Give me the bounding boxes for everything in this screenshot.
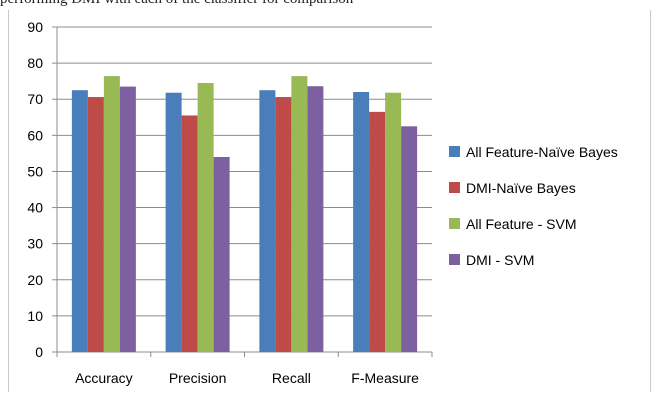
y-tick-label: 0	[35, 344, 43, 360]
legend: All Feature-Naïve Bayes DMI-Naïve Bayes Al…	[449, 144, 618, 268]
y-tick-label: 10	[27, 308, 43, 324]
legend-swatch-1	[449, 146, 460, 157]
bar-accuracy-series-3	[103, 76, 120, 352]
bar-recall-series-2	[275, 97, 292, 352]
y-tick-label: 40	[27, 200, 43, 216]
y-tick-label: 20	[27, 272, 43, 288]
legend-swatch-3	[449, 218, 460, 229]
bar-accuracy-series-4	[119, 86, 136, 352]
x-tick-label: Accuracy	[75, 370, 133, 386]
bar-precision-series-1	[165, 92, 182, 352]
x-tick-label: Precision	[169, 370, 227, 386]
bar-f-measure-series-2	[369, 111, 386, 352]
bar-recall-series-1	[259, 90, 276, 352]
legend-label-3: All Feature - SVM	[466, 216, 576, 232]
bar-f-measure-series-3	[385, 92, 402, 352]
legend-label-1: All Feature-Naïve Bayes	[466, 144, 618, 160]
bar-precision-series-2	[181, 115, 198, 352]
y-tick-label: 50	[27, 163, 43, 179]
y-tick-label: 60	[27, 127, 43, 143]
y-tick-label: 70	[27, 91, 43, 107]
bar-precision-series-3	[197, 82, 214, 352]
y-tick-label: 30	[27, 236, 43, 252]
chart-frame	[8, 10, 651, 392]
bar-precision-series-4	[213, 157, 230, 352]
bar-recall-series-4	[307, 86, 324, 352]
y-tick-label: 90	[27, 19, 43, 35]
bar-recall-series-3	[291, 76, 308, 352]
legend-swatch-4	[449, 254, 460, 265]
bar-f-measure-series-4	[401, 126, 418, 352]
bars	[71, 76, 418, 352]
bar-f-measure-series-1	[353, 92, 370, 352]
legend-label-2: DMI-Naïve Bayes	[466, 180, 576, 196]
bar-accuracy-series-2	[87, 97, 104, 352]
y-tick-label: 80	[27, 55, 43, 71]
x-tick-label: F-Measure	[351, 370, 419, 386]
legend-label-4: DMI - SVM	[466, 252, 534, 268]
caption-strip: performing DMI with each of the classifi…	[0, 0, 652, 12]
x-tick-label: Recall	[272, 370, 311, 386]
legend-swatch-2	[449, 182, 460, 193]
tick-labels: 0 10 20 30 40 50 60 70 80 90 Accuracy Precision Reca…	[27, 19, 419, 386]
bar-accuracy-series-1	[71, 90, 88, 352]
figure-caption: performing DMI with each of the classifi…	[0, 0, 353, 8]
